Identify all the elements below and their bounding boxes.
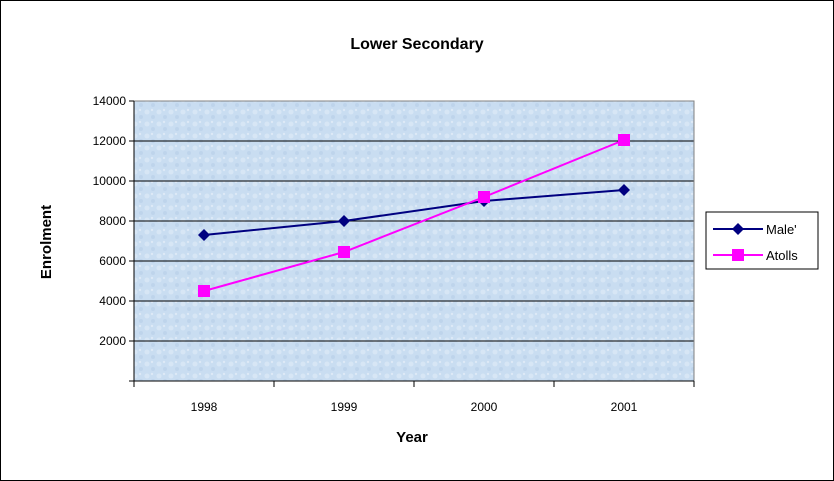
data-point-square [618,134,630,146]
x-tick-label: 2001 [611,400,638,414]
x-tick-label: 1998 [191,400,218,414]
series-line-0 [203,189,625,236]
x-tick-label: 2000 [471,400,498,414]
legend-marker-diamond [732,223,744,235]
axes: 2000 4000 6000 8000 10000 12000 14000 1998 1999 2… [93,94,695,414]
x-tick-label: 1999 [331,400,358,414]
data-point-diamond [338,215,350,227]
y-tick-label: 8000 [99,214,126,228]
y-tick-label: 14000 [93,94,127,108]
legend-label: Atolls [766,248,798,263]
series-line-1 [203,139,625,292]
y-tick-label: 4000 [99,294,126,308]
series-lines [203,139,625,292]
data-point-square [198,285,210,297]
chart-title: Lower Secondary [350,36,483,53]
legend: Male' Atolls [705,211,819,270]
y-axis-title: Enrolment [38,205,55,279]
series-markers [198,134,630,297]
data-point-square [338,246,350,258]
y-tick-label: 6000 [99,254,126,268]
data-point-diamond [198,229,210,241]
y-tick-label: 12000 [93,134,127,148]
legend-marker-square [732,249,744,261]
legend-label: Male' [766,222,797,237]
legend-box [705,211,819,270]
data-point-square [478,191,490,203]
plot-area [134,101,694,381]
data-point-diamond [618,184,630,196]
y-tick-label: 10000 [93,174,127,188]
x-axis-title: Year [396,429,428,446]
y-tick-label: 2000 [99,334,126,348]
